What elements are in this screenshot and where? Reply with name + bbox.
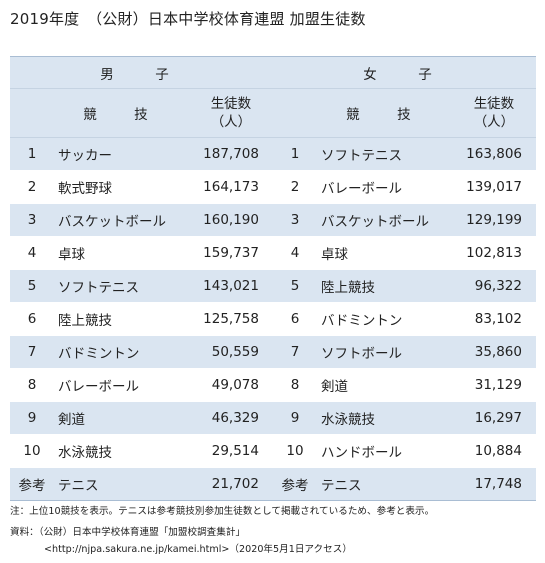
female-sport: ソフトテニス (316, 137, 452, 171)
table-row: 10 水泳競技 29,514 10 ハンドボール 10,884 (10, 434, 536, 468)
male-rank: 3 (10, 203, 54, 237)
female-count: 83,102 (451, 302, 536, 336)
female-count-header-line1: 生徒数 (473, 96, 515, 112)
table-row: 6 陸上競技 125,758 6 バドミントン 83,102 (10, 302, 536, 336)
male-sport: 剣道 (54, 401, 189, 435)
female-rank: 1 (272, 137, 317, 171)
male-reference-sport: テニス (54, 467, 189, 501)
female-sport: バスケットボール (316, 203, 452, 237)
male-count-header-line2: （人） (210, 114, 252, 130)
female-sport: 剣道 (316, 368, 452, 402)
female-rank: 10 (272, 434, 317, 468)
male-sport: 水泳競技 (54, 434, 189, 468)
male-count: 143,021 (188, 269, 273, 303)
male-count: 46,329 (188, 401, 273, 435)
male-rank: 7 (10, 335, 54, 369)
male-reference-label: 参考 (10, 467, 54, 501)
female-sport: バレーボール (316, 170, 452, 204)
table-row: 5 ソフトテニス 143,021 5 陸上競技 96,322 (10, 269, 536, 303)
female-count: 35,860 (451, 335, 536, 369)
female-sport-header: 競 技 (316, 88, 452, 138)
male-count-header: 生徒数 （人） (188, 88, 273, 138)
male-sport: バドミントン (54, 335, 189, 369)
female-sport: 水泳競技 (316, 401, 452, 435)
footnote: 注：上位10競技を表示。テニスは参考競技別参加生徒数として掲載されているため、参… (10, 506, 435, 517)
male-sport: バスケットボール (54, 203, 189, 237)
reference-row: 参考 テニス 21,702 参考 テニス 17,748 (10, 467, 536, 501)
female-sport: バドミントン (316, 302, 452, 336)
male-reference-count: 21,702 (188, 467, 273, 501)
female-count: 139,017 (451, 170, 536, 204)
enrollment-table: 男 子 女 子 競 技 生徒数 （人） 競 技 生徒数 （人） 1 サッカー 187… (10, 56, 536, 501)
male-rank: 9 (10, 401, 54, 435)
female-count: 102,813 (451, 236, 536, 270)
male-rank: 1 (10, 137, 54, 171)
page-title: 2019年度 （公財）日本中学校体育連盟 加盟生徒数 (10, 10, 366, 28)
female-rank: 9 (272, 401, 317, 435)
female-rank: 3 (272, 203, 317, 237)
female-sport: ソフトボール (316, 335, 452, 369)
table-row: 4 卓球 159,737 4 卓球 102,813 (10, 236, 536, 270)
female-header: 女 子 (272, 56, 536, 89)
female-reference-sport: テニス (316, 467, 452, 501)
female-count: 31,129 (451, 368, 536, 402)
male-rank-header (10, 88, 54, 138)
table-row: 1 サッカー 187,708 1 ソフトテニス 163,806 (10, 137, 536, 171)
table-row: 2 軟式野球 164,173 2 バレーボール 139,017 (10, 170, 536, 204)
source-note: 資料：（公財）日本中学校体育連盟「加盟校調査集計」 (10, 527, 246, 538)
male-header: 男 子 (10, 56, 273, 89)
female-reference-count: 17,748 (451, 467, 536, 501)
female-count: 10,884 (451, 434, 536, 468)
male-rank: 5 (10, 269, 54, 303)
male-rank: 10 (10, 434, 54, 468)
male-sport: 卓球 (54, 236, 189, 270)
female-count: 96,322 (451, 269, 536, 303)
male-sport: サッカー (54, 137, 189, 171)
female-rank: 8 (272, 368, 317, 402)
male-count: 159,737 (188, 236, 273, 270)
male-sport-header: 競 技 (54, 88, 189, 138)
table-row: 3 バスケットボール 160,190 3 バスケットボール 129,199 (10, 203, 536, 237)
female-rank-header (272, 88, 317, 138)
table-row: 8 バレーボール 49,078 8 剣道 31,129 (10, 368, 536, 402)
male-count: 29,514 (188, 434, 273, 468)
female-sport: 陸上競技 (316, 269, 452, 303)
female-count: 16,297 (451, 401, 536, 435)
female-reference-label: 参考 (272, 467, 317, 501)
male-sport: ソフトテニス (54, 269, 189, 303)
male-count: 160,190 (188, 203, 273, 237)
table-row: 7 バドミントン 50,559 7 ソフトボール 35,860 (10, 335, 536, 369)
male-count: 50,559 (188, 335, 273, 369)
female-rank: 5 (272, 269, 317, 303)
male-rank: 8 (10, 368, 54, 402)
gender-header-row: 男 子 女 子 (10, 56, 536, 89)
male-count: 164,173 (188, 170, 273, 204)
male-sport: 軟式野球 (54, 170, 189, 204)
male-count-header-line1: 生徒数 (210, 96, 252, 112)
source-url: <http://njpa.sakura.ne.jp/kamei.html>（20… (44, 544, 352, 555)
female-sport: ハンドボール (316, 434, 452, 468)
male-sport: 陸上競技 (54, 302, 189, 336)
female-sport: 卓球 (316, 236, 452, 270)
male-sport: バレーボール (54, 368, 189, 402)
male-count: 125,758 (188, 302, 273, 336)
table-row: 9 剣道 46,329 9 水泳競技 16,297 (10, 401, 536, 435)
male-rank: 4 (10, 236, 54, 270)
male-rank: 2 (10, 170, 54, 204)
female-rank: 2 (272, 170, 317, 204)
female-count: 163,806 (451, 137, 536, 171)
female-count: 129,199 (451, 203, 536, 237)
male-rank: 6 (10, 302, 54, 336)
female-rank: 4 (272, 236, 317, 270)
male-count: 187,708 (188, 137, 273, 171)
female-rank: 6 (272, 302, 317, 336)
female-rank: 7 (272, 335, 317, 369)
female-count-header: 生徒数 （人） (451, 88, 536, 138)
female-count-header-line2: （人） (473, 114, 515, 130)
male-count: 49,078 (188, 368, 273, 402)
column-header-row: 競 技 生徒数 （人） 競 技 生徒数 （人） (10, 88, 536, 138)
